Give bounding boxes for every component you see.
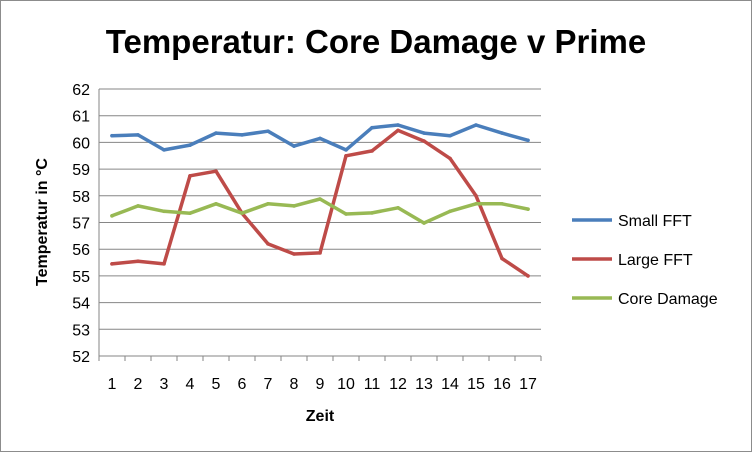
data-point bbox=[344, 148, 348, 152]
data-point bbox=[448, 133, 452, 138]
x-tick-label: 16 bbox=[493, 376, 511, 393]
data-point bbox=[240, 211, 244, 215]
chart-title: Temperatur: Core Damage v Prime bbox=[106, 23, 646, 60]
series-line-3 bbox=[110, 197, 530, 225]
x-tick-label: 7 bbox=[264, 376, 273, 393]
y-tick-label: 52 bbox=[72, 349, 90, 366]
data-point bbox=[318, 136, 322, 141]
y-tick-label: 62 bbox=[72, 82, 90, 99]
data-point bbox=[266, 129, 270, 133]
data-point bbox=[188, 173, 192, 178]
data-point bbox=[110, 133, 114, 138]
data-point bbox=[110, 262, 114, 266]
data-point bbox=[474, 202, 478, 206]
y-tick-label: 54 bbox=[72, 296, 90, 313]
x-tick-label: 5 bbox=[212, 376, 221, 393]
y-tick-label: 55 bbox=[72, 269, 90, 286]
data-point bbox=[188, 143, 192, 147]
data-point bbox=[422, 221, 426, 225]
data-point bbox=[292, 252, 296, 256]
data-point bbox=[448, 156, 452, 161]
x-tick-label: 12 bbox=[389, 376, 407, 393]
data-point bbox=[526, 274, 530, 278]
data-point bbox=[214, 131, 218, 135]
data-point bbox=[396, 128, 400, 133]
x-tick-label: 2 bbox=[134, 376, 143, 393]
y-tick-label: 60 bbox=[72, 135, 90, 152]
data-point bbox=[396, 123, 400, 127]
data-point bbox=[266, 242, 270, 246]
x-tick-label: 13 bbox=[415, 376, 433, 393]
y-tick-label: 61 bbox=[72, 109, 90, 126]
y-tick-label: 56 bbox=[72, 242, 90, 259]
data-point bbox=[500, 131, 504, 135]
y-axis-title: Temperatur in °C bbox=[34, 158, 51, 286]
x-tick-label: 6 bbox=[238, 376, 247, 393]
y-tick-label: 57 bbox=[72, 216, 90, 233]
data-point bbox=[266, 202, 270, 206]
data-point bbox=[110, 214, 114, 218]
x-tick-label: 4 bbox=[186, 376, 195, 393]
data-point bbox=[344, 153, 348, 158]
data-point bbox=[292, 144, 296, 148]
data-point bbox=[214, 202, 218, 206]
x-tick-label: 3 bbox=[160, 376, 169, 393]
x-tick-label: 8 bbox=[290, 376, 299, 393]
x-tick-label: 15 bbox=[467, 376, 485, 393]
data-point bbox=[526, 207, 530, 211]
x-tick-label: 10 bbox=[337, 376, 355, 393]
data-point bbox=[500, 202, 504, 206]
data-point bbox=[474, 123, 478, 127]
data-point bbox=[188, 211, 192, 215]
data-point bbox=[162, 209, 166, 214]
x-tick-label: 1 bbox=[108, 376, 117, 393]
x-tick-label: 9 bbox=[316, 376, 325, 393]
data-point bbox=[370, 211, 374, 215]
legend-label: Large FFT bbox=[618, 252, 693, 269]
data-point bbox=[162, 148, 166, 152]
data-point bbox=[500, 256, 504, 261]
y-tick-label: 53 bbox=[72, 322, 90, 339]
data-point bbox=[136, 133, 140, 137]
data-point bbox=[344, 212, 348, 216]
data-point bbox=[214, 169, 218, 174]
x-tick-label: 17 bbox=[519, 376, 537, 393]
x-tick-label: 11 bbox=[364, 376, 381, 393]
data-point bbox=[526, 138, 530, 143]
data-point bbox=[370, 149, 374, 153]
x-axis-title: Zeit bbox=[306, 408, 335, 425]
data-point bbox=[396, 206, 400, 210]
legend-label: Small FFT bbox=[618, 213, 692, 230]
data-point bbox=[318, 251, 322, 255]
data-point bbox=[422, 139, 426, 143]
data-point bbox=[162, 262, 166, 266]
y-tick-label: 58 bbox=[72, 189, 90, 206]
data-point bbox=[448, 209, 452, 214]
legend-label: Core Damage bbox=[618, 291, 718, 308]
data-point bbox=[292, 204, 296, 208]
data-point bbox=[370, 125, 374, 130]
legend: Small FFT Large FFT Core Damage bbox=[572, 213, 718, 308]
data-point bbox=[240, 133, 244, 137]
y-tick-label: 59 bbox=[72, 162, 90, 179]
data-point bbox=[136, 259, 140, 264]
data-point bbox=[474, 194, 478, 198]
data-point bbox=[422, 131, 426, 135]
data-point bbox=[136, 204, 140, 208]
data-point bbox=[318, 197, 322, 201]
x-tick-label: 14 bbox=[441, 376, 459, 393]
